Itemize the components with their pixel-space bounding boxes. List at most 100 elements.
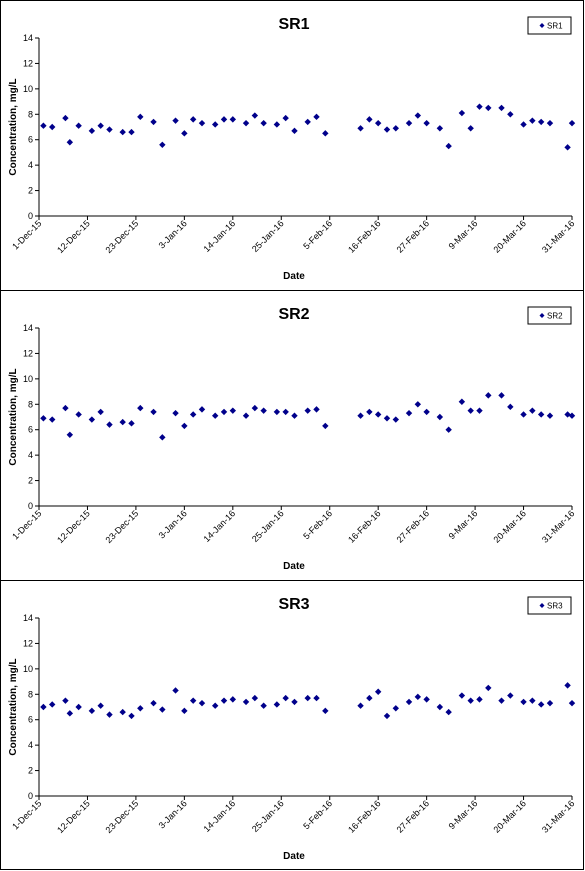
chart-1-data-point bbox=[220, 408, 228, 416]
chart-0-data-point bbox=[211, 121, 219, 128]
chart-2-data-point bbox=[137, 705, 144, 712]
chart-2-data-point bbox=[198, 699, 206, 707]
chart-1-data-point bbox=[564, 411, 571, 418]
chart-2-x-tick-label: 20-Mar-16 bbox=[492, 798, 528, 834]
chart-2-title: SR3 bbox=[278, 596, 309, 613]
chart-0-y-axis-label: Concentration, mg/L bbox=[8, 78, 19, 175]
chart-0-legend-label: SR1 bbox=[547, 22, 563, 31]
chart-2-data-point bbox=[507, 692, 514, 699]
chart-1-data-point bbox=[476, 407, 483, 414]
chart-1-data-point bbox=[172, 409, 179, 417]
chart-1-data-point bbox=[520, 411, 527, 418]
chart-0-legend-marker bbox=[539, 23, 545, 28]
chart-2-y-tick-label: 2 bbox=[28, 766, 33, 776]
chart-1-x-tick-label: 23-Dec-15 bbox=[104, 508, 141, 545]
chart-1-legend-box bbox=[527, 306, 572, 325]
chart-1-data-point bbox=[97, 408, 104, 416]
scatter-chart-sr1: SR1 0 2 4 6 8 10 12 14 1-Dec-15 12-Dec-15 23-Dec-15… bbox=[8, 16, 576, 282]
chart-0-data-point bbox=[405, 119, 413, 127]
chart-2-x-tick-label: 1-Dec-15 bbox=[10, 798, 43, 831]
chart-2-data-point bbox=[229, 696, 237, 703]
chart-1-legend-marker bbox=[539, 313, 545, 318]
chart-2-data-point bbox=[172, 687, 179, 694]
chart-2-data-point bbox=[414, 693, 422, 701]
chart-0-data-point bbox=[189, 116, 197, 123]
chart-2-y-tick-label: 0 bbox=[28, 791, 33, 801]
chart-2-data-point bbox=[260, 702, 267, 709]
chart-0-x-tick-label: 16-Feb-16 bbox=[346, 218, 382, 254]
chart-1-data-point bbox=[537, 411, 545, 418]
chart-2-data-point bbox=[88, 707, 96, 715]
chart-0-data-point bbox=[498, 104, 505, 112]
chart-0-y-tick-label: 8 bbox=[28, 109, 33, 119]
chart-0-x-tick-label: 1-Dec-15 bbox=[10, 218, 43, 251]
chart-1-data-point bbox=[445, 426, 452, 433]
chart-1-data-point bbox=[485, 392, 492, 399]
chart-2-data-point bbox=[313, 694, 320, 702]
chart-1-y-tick-label: 2 bbox=[28, 476, 33, 486]
chart-0-data-point bbox=[66, 139, 74, 146]
chart-1-data-point bbox=[150, 408, 157, 416]
chart-0-y-tick-label: 6 bbox=[28, 135, 33, 145]
chart-0-data-point bbox=[436, 125, 444, 132]
chart-1-data-point bbox=[436, 413, 444, 421]
chart-2-data-point bbox=[383, 712, 391, 720]
chart-2-y-tick-label: 10 bbox=[23, 664, 33, 674]
chart-panel-sr1: SR1 0 2 4 6 8 10 12 14 1-Dec-15 12-Dec-15 23-Dec-15… bbox=[0, 0, 584, 291]
chart-2-data-point bbox=[220, 697, 228, 704]
chart-1-legend: SR2 bbox=[527, 306, 572, 325]
chart-2-data-point bbox=[304, 694, 311, 702]
chart-2-data-point bbox=[66, 710, 74, 717]
chart-1-data-point bbox=[282, 408, 289, 416]
chart-1-data-point bbox=[313, 406, 320, 413]
chart-0-data-point bbox=[564, 144, 571, 151]
chart-2-data-point bbox=[119, 708, 126, 716]
chart-1-data-point bbox=[366, 408, 373, 416]
chart-1-data-point bbox=[128, 420, 135, 427]
chart-1-data-point bbox=[40, 415, 47, 422]
chart-1-x-tick-label: 12-Dec-15 bbox=[55, 508, 92, 545]
chart-2-x-tick-label: 9-Mar-16 bbox=[447, 798, 480, 831]
chart-0-data-point bbox=[40, 122, 47, 129]
chart-1-data-point bbox=[137, 404, 144, 412]
chart-0-data-point bbox=[291, 127, 298, 135]
scatter-chart-sr2: SR2 0 2 4 6 8 10 12 14 1-Dec-15 12-Dec-15 23-Dec-15… bbox=[8, 306, 576, 572]
chart-0-y-tick-label: 10 bbox=[23, 84, 33, 94]
chart-2-data-point bbox=[445, 708, 452, 716]
chart-1-data-point bbox=[181, 422, 188, 430]
chart-0-x-tick-label: 5-Feb-16 bbox=[301, 218, 334, 251]
chart-1-data-point bbox=[273, 408, 281, 416]
chart-2-x-tick-label: 14-Jan-16 bbox=[202, 798, 238, 834]
chart-0-data-point bbox=[414, 112, 422, 119]
chart-0-x-tick-label: 3-Jan-16 bbox=[157, 218, 189, 250]
chart-1-data-point bbox=[529, 407, 536, 414]
chart-2-data-point bbox=[537, 701, 545, 708]
chart-0-data-point bbox=[520, 121, 527, 128]
chart-1-x-tick-label: 5-Feb-16 bbox=[301, 508, 334, 541]
chart-1-data-point bbox=[405, 409, 413, 417]
chart-1-data-point bbox=[229, 407, 237, 414]
chart-0-data-point bbox=[88, 127, 96, 135]
chart-0-data-point bbox=[383, 126, 391, 133]
chart-0-data-point bbox=[476, 103, 483, 110]
chart-2-data-point bbox=[181, 707, 188, 715]
chart-2-data-point bbox=[106, 711, 113, 718]
chart-2-data-point bbox=[40, 703, 47, 711]
chart-2-data-point bbox=[374, 688, 382, 695]
chart-1-x-axis-label: Date bbox=[283, 561, 305, 572]
chart-2-data-point bbox=[128, 712, 135, 720]
chart-0-data-point bbox=[220, 116, 228, 123]
chart-0-data-point bbox=[97, 122, 104, 129]
scatter-chart-sr3: SR3 0 2 4 6 8 10 12 14 1-Dec-15 12-Dec-15 23-Dec-15… bbox=[8, 596, 576, 862]
chart-1-data-point bbox=[357, 412, 364, 419]
chart-1-data-point bbox=[66, 431, 74, 438]
chart-0-data-point bbox=[546, 119, 554, 127]
chart-0-data-point bbox=[75, 122, 82, 129]
chart-0-data-point bbox=[150, 118, 157, 126]
chart-1-x-tick-label: 3-Jan-16 bbox=[157, 508, 189, 540]
chart-2-data-point bbox=[49, 701, 56, 708]
chart-2-data-point bbox=[150, 699, 157, 707]
chart-0-data-point bbox=[159, 141, 166, 148]
chart-2-data-point bbox=[485, 684, 492, 692]
chart-1-data-point bbox=[392, 416, 400, 423]
